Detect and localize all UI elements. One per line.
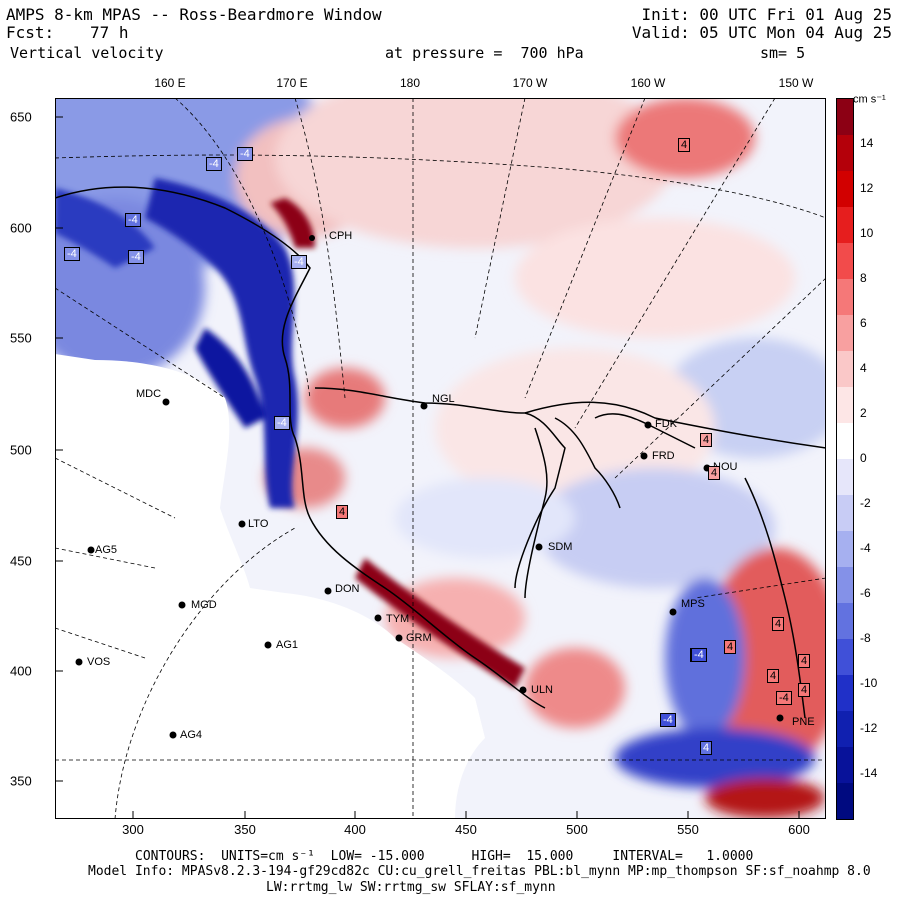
x-tick-label: 450 (455, 822, 477, 837)
longitude-label: 160 W (630, 76, 666, 90)
x-tick-label: 400 (344, 822, 366, 837)
colorbar-units: cm s⁻¹ (853, 93, 886, 106)
colorbar-segment (837, 783, 853, 819)
y-tick-label: 450 (10, 553, 32, 569)
colorbar-segment (837, 459, 853, 495)
y-tick-label: 550 (10, 330, 32, 346)
colorbar-segment (837, 207, 853, 243)
longitude-label: 180 (399, 76, 421, 90)
field-name: Vertical velocity (10, 44, 164, 62)
colorbar-segment (837, 495, 853, 531)
smoothing: sm= 5 (760, 44, 806, 62)
colorbar-tick-label: -6 (860, 586, 871, 600)
contours-info: CONTOURS: UNITS=cm s⁻¹ LOW= -15.000 HIGH… (135, 849, 754, 864)
colorbar-segment (837, 747, 853, 783)
init-time: Init: 00 UTC Fri 01 Aug 25 (641, 5, 892, 24)
x-tick-label: 350 (234, 822, 256, 837)
colorbar-tick-label: 4 (860, 361, 867, 375)
pressure-level: at pressure = 700 hPa (385, 44, 584, 62)
colorbar-tick-label: 10 (860, 226, 874, 240)
colorbar-segment (837, 243, 853, 279)
colorbar-tick-label: 0 (860, 451, 867, 465)
colorbar-segment (837, 711, 853, 747)
colorbar-tick-label: 14 (860, 136, 874, 150)
x-tick-label: 300 (122, 822, 144, 837)
longitude-label: 150 W (778, 76, 814, 90)
colorbar-tick-label: -14 (860, 766, 878, 780)
x-tick-label: 600 (788, 822, 810, 837)
colorbar-tick-label: -8 (860, 631, 871, 645)
y-tick-label: 650 (10, 109, 32, 125)
colorbar-tick-label: 6 (860, 316, 867, 330)
colorbar-segment (837, 603, 853, 639)
colorbar-tick-label: -12 (860, 721, 878, 735)
forecast-label: Fcst: (6, 23, 55, 42)
colorbar-segment (837, 99, 853, 135)
colorbar-segment (837, 567, 853, 603)
colorbar (836, 98, 854, 820)
colorbar-segment (837, 531, 853, 567)
colorbar-tick-label: 12 (860, 181, 874, 195)
y-tick-label: 400 (10, 663, 32, 679)
longitude-label: 170 W (512, 76, 548, 90)
y-tick-label: 500 (10, 442, 32, 458)
colorbar-tick-label: 2 (860, 406, 867, 420)
longitude-label: 160 E (154, 76, 186, 90)
colorbar-segment (837, 675, 853, 711)
y-tick-label: 600 (10, 220, 32, 236)
colorbar-segment (837, 315, 853, 351)
colorbar-segment (837, 135, 853, 171)
colorbar-tick-label: -4 (860, 541, 871, 555)
model-info: Model Info: MPASv8.2.3-194-gf29cd82c CU:… (88, 864, 871, 879)
x-tick-label: 550 (677, 822, 699, 837)
longitude-label: 170 E (276, 76, 308, 90)
map-title: AMPS 8-km MPAS -- Ross-Beardmore Window (6, 5, 382, 24)
colorbar-segment (837, 423, 853, 459)
colorbar-segment (837, 387, 853, 423)
colorbar-segment (837, 639, 853, 675)
colorbar-segment (837, 171, 853, 207)
y-tick-label: 350 (10, 773, 32, 789)
colorbar-segment (837, 351, 853, 387)
colorbar-tick-label: -2 (860, 496, 871, 510)
colorbar-segment (837, 279, 853, 315)
valid-time: Valid: 05 UTC Mon 04 Aug 25 (631, 23, 892, 42)
model-info-2: LW:rrtmg_lw SW:rrtmg_sw SFLAY:sf_mynn (266, 880, 556, 895)
colorbar-tick-label: 8 (860, 271, 867, 285)
colorbar-tick-label: -10 (860, 676, 878, 690)
vertical-velocity-map (55, 98, 826, 819)
forecast-hour: 77 h (90, 23, 129, 42)
x-tick-label: 500 (566, 822, 588, 837)
